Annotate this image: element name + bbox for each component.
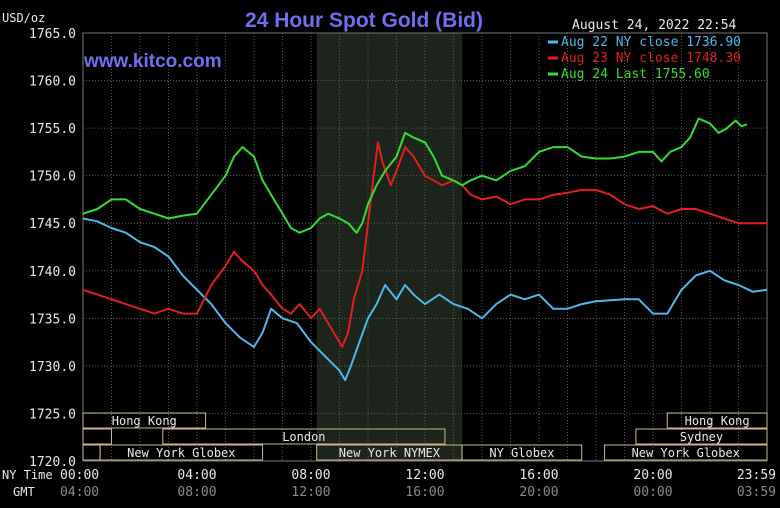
- session-box: [162, 428, 446, 445]
- y-tick-label: 1745.0: [29, 217, 76, 232]
- ny-time-tick-label: 23:59: [737, 468, 776, 483]
- session-box-empty: [82, 444, 101, 461]
- y-tick-label: 1730.0: [29, 360, 76, 375]
- session-box: [461, 444, 583, 461]
- gmt-tick-label: 04:00: [60, 485, 99, 500]
- session-box: [604, 444, 768, 461]
- ny-time-tick-label: 04:00: [177, 468, 216, 483]
- ny-time-tick-label: 00:00: [60, 468, 99, 483]
- ny-time-tick-label: 16:00: [519, 468, 558, 483]
- price-series: [82, 117, 768, 382]
- y-tick-label: 1750.0: [29, 170, 76, 185]
- y-tick-label: 1740.0: [29, 265, 76, 280]
- ny-time-label: NY Time: [2, 468, 53, 482]
- session-label: London: [282, 430, 325, 444]
- time-axis-tick-labels: 00:00 04:00 04:00 08:00 08:00 12:00 12:00 16:00…: [60, 468, 776, 500]
- y-tick-label: 1720.0: [29, 455, 76, 470]
- session-label: New York NYMEX: [339, 446, 441, 460]
- nymex-shade-region: [316, 33, 463, 461]
- shaded-session-band: [316, 33, 463, 461]
- website-label: www.kitco.com: [83, 51, 222, 72]
- y-tick-label: 1760.0: [29, 75, 76, 90]
- session-label: New York Globex: [127, 446, 235, 460]
- plot-frame: [82, 32, 768, 462]
- gmt-tick-label: 00:00: [633, 485, 672, 500]
- y-axis-tick-labels: 1720.0 1725.0 1730.0 1735.0 1740.0 1745.0 1750…: [29, 27, 76, 470]
- price-series-line: [82, 117, 748, 234]
- session-box: [635, 428, 768, 445]
- legend-label: Aug 23 NY close 1748.30: [561, 51, 741, 66]
- session-box: [666, 412, 768, 429]
- chart-title: 24 Hour Spot Gold (Bid): [245, 9, 483, 32]
- y-tick-label: 1755.0: [29, 122, 76, 137]
- y-axis-unit: USD/oz: [2, 11, 45, 25]
- session-box-empty: [82, 428, 112, 445]
- session-label: New York Globex: [632, 446, 740, 460]
- gmt-tick-label: 20:00: [519, 485, 558, 500]
- grid-lines: [82, 32, 768, 462]
- chart-timestamp: August 24, 2022 22:54: [572, 18, 737, 33]
- gmt-label: GMT: [13, 485, 35, 499]
- price-series-line: [82, 141, 767, 348]
- ny-time-tick-label: 20:00: [633, 468, 672, 483]
- legend-label: Aug 24 Last 1755.60: [561, 67, 710, 82]
- session-label: Hong Kong: [112, 414, 177, 428]
- session-label: NY Globex: [489, 446, 554, 460]
- session-label: Sydney: [680, 430, 723, 444]
- y-tick-label: 1725.0: [29, 407, 76, 422]
- gmt-tick-label: 08:00: [177, 485, 216, 500]
- ny-time-tick-label: 12:00: [405, 468, 444, 483]
- y-tick-label: 1735.0: [29, 312, 76, 327]
- y-tick-label: 1765.0: [29, 27, 76, 42]
- trading-sessions: Hong Kong Hong Kong London Sydney New York G…: [82, 412, 768, 461]
- legend-label: Aug 22 NY close 1736.90: [561, 35, 741, 50]
- gmt-tick-label: 03:59: [737, 485, 776, 500]
- gmt-tick-label: 12:00: [291, 485, 330, 500]
- gmt-tick-label: 16:00: [405, 485, 444, 500]
- price-series-line: [82, 217, 768, 382]
- session-label: Hong Kong: [685, 414, 750, 428]
- ny-time-tick-label: 08:00: [291, 468, 330, 483]
- session-box: [82, 412, 207, 429]
